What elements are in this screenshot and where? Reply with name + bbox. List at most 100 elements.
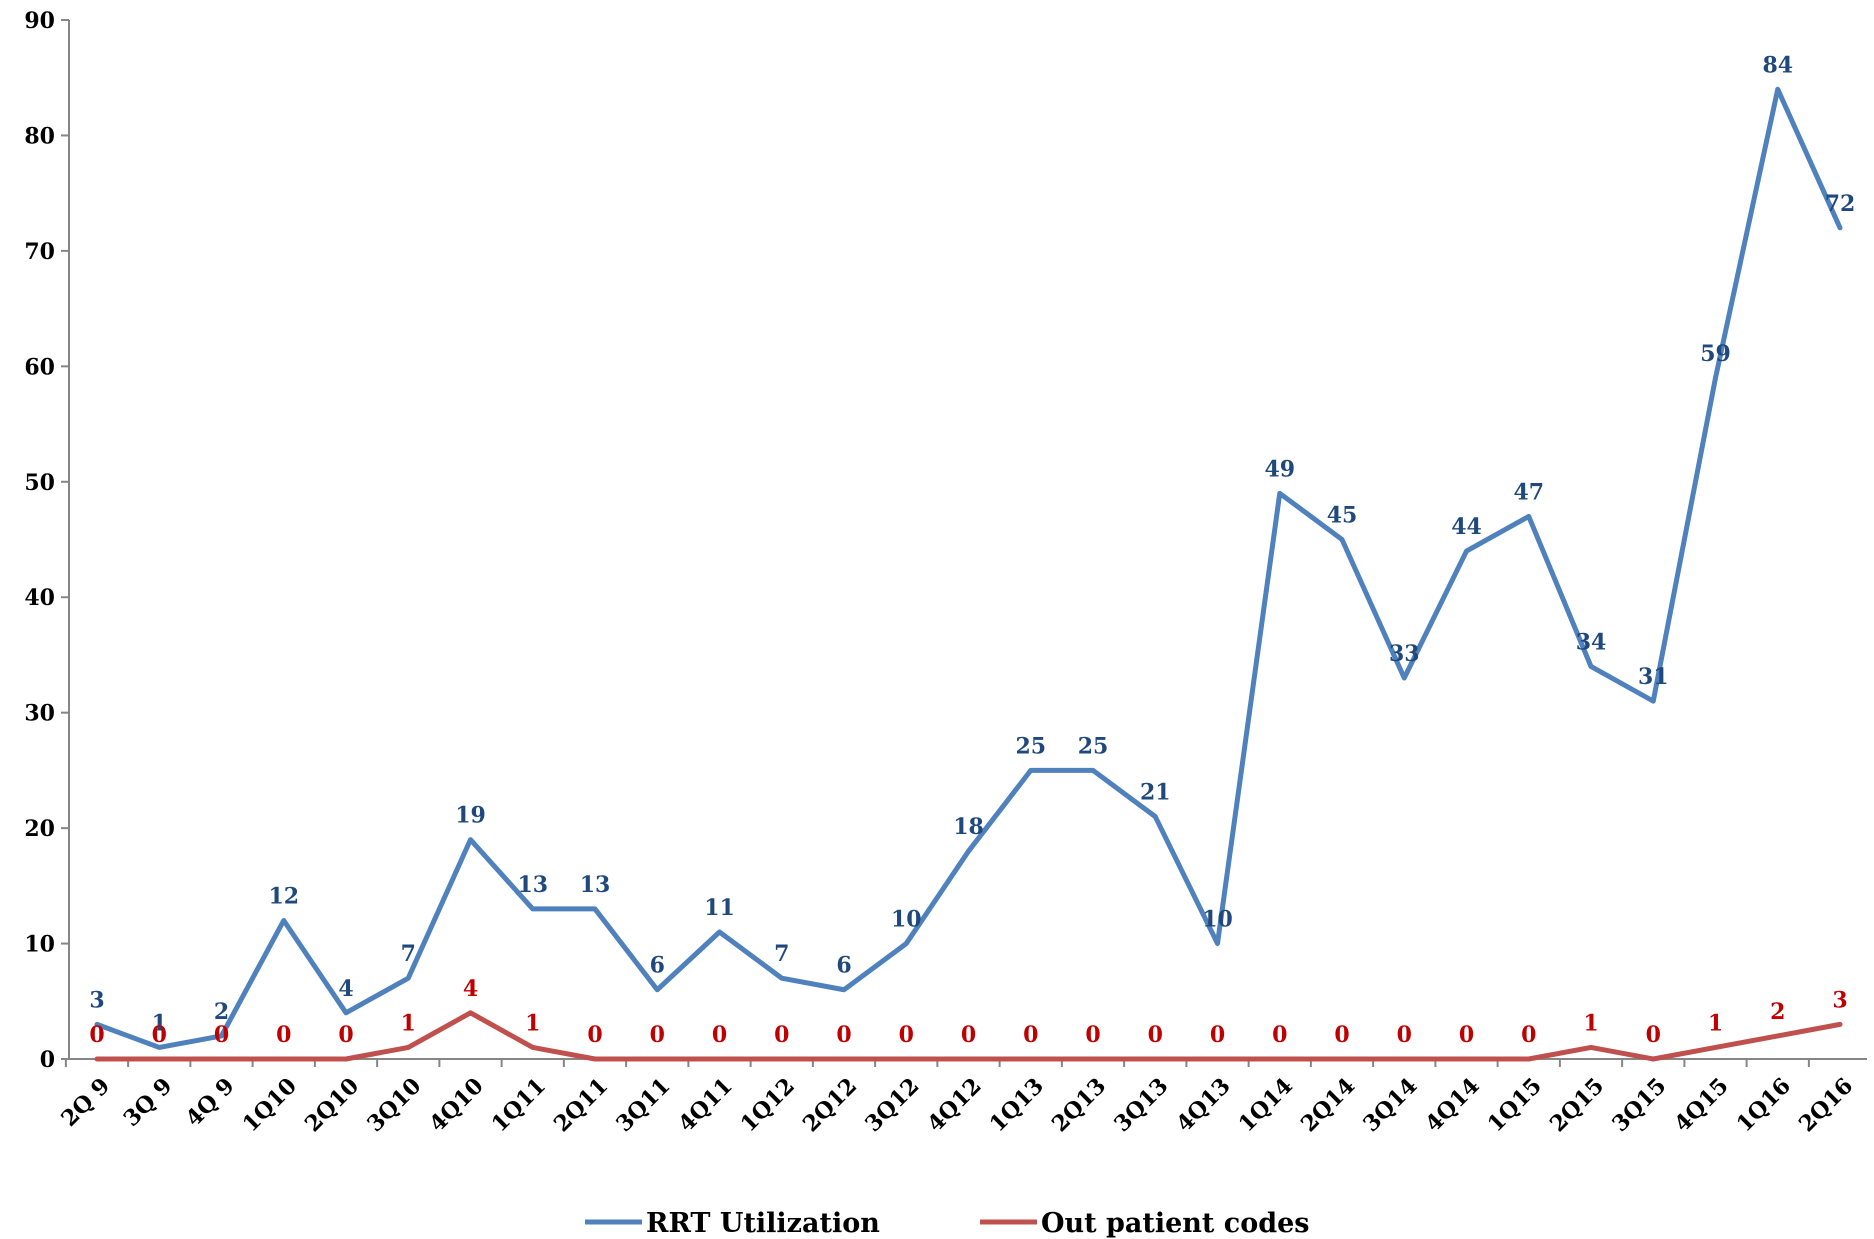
y-tick-label: 20 xyxy=(24,816,55,842)
data-label-out-patient-codes: 0 xyxy=(650,1022,665,1048)
data-label-rrt-utilization: 59 xyxy=(1700,341,1731,367)
data-label-out-patient-codes: 0 xyxy=(1646,1022,1661,1048)
x-tick-label: 1Q10 xyxy=(238,1073,302,1137)
x-tick-label: 2Q12 xyxy=(798,1073,862,1137)
data-point-rrt-utilization xyxy=(530,906,535,911)
data-label-out-patient-codes: 3 xyxy=(1832,987,1847,1013)
legend-item-outpatient: Out patient codes xyxy=(980,1208,1310,1239)
x-tick-label: 4Q 9 xyxy=(181,1073,240,1132)
x-tick-label: 1Q13 xyxy=(985,1073,1049,1137)
data-point-out-patient-codes xyxy=(1402,1057,1407,1061)
data-point-out-patient-codes xyxy=(344,1057,348,1061)
data-point-rrt-utilization xyxy=(717,930,722,935)
data-point-rrt-utilization xyxy=(966,849,971,854)
data-point-rrt-utilization xyxy=(1402,676,1407,681)
data-point-rrt-utilization xyxy=(1464,549,1469,554)
data-point-out-patient-codes xyxy=(655,1057,660,1061)
data-label-rrt-utilization: 7 xyxy=(401,941,416,967)
x-tick-label: 3Q10 xyxy=(362,1073,426,1137)
data-point-out-patient-codes xyxy=(1028,1057,1033,1061)
data-label-rrt-utilization: 21 xyxy=(1140,780,1171,806)
data-point-out-patient-codes xyxy=(842,1057,846,1061)
data-label-rrt-utilization: 1 xyxy=(152,1010,167,1036)
legend-label-outpatient: Out patient codes xyxy=(1041,1208,1310,1239)
data-point-rrt-utilization xyxy=(95,1022,99,1027)
x-tick-label: 2Q10 xyxy=(300,1073,364,1137)
data-point-rrt-utilization xyxy=(904,941,909,946)
data-label-out-patient-codes: 0 xyxy=(1272,1022,1287,1048)
x-tick-label: 3Q14 xyxy=(1358,1073,1422,1137)
data-point-out-patient-codes xyxy=(904,1057,909,1061)
data-label-rrt-utilization: 47 xyxy=(1513,479,1544,505)
data-point-rrt-utilization xyxy=(1340,537,1344,542)
data-label-rrt-utilization: 31 xyxy=(1638,664,1669,690)
data-label-out-patient-codes: 1 xyxy=(401,1010,416,1036)
data-point-rrt-utilization xyxy=(1215,941,1220,946)
data-point-out-patient-codes xyxy=(1651,1057,1656,1061)
data-point-out-patient-codes xyxy=(593,1057,597,1061)
data-label-out-patient-codes: 0 xyxy=(152,1022,167,1048)
data-point-out-patient-codes xyxy=(1713,1045,1718,1050)
data-point-rrt-utilization xyxy=(157,1045,162,1050)
data-label-rrt-utilization: 13 xyxy=(517,872,548,898)
data-label-out-patient-codes: 4 xyxy=(463,976,478,1002)
data-label-rrt-utilization: 19 xyxy=(455,803,486,829)
data-point-out-patient-codes xyxy=(1775,1033,1780,1038)
x-tick-label: 1Q14 xyxy=(1234,1073,1298,1137)
data-point-out-patient-codes xyxy=(1091,1057,1095,1061)
data-label-out-patient-codes: 0 xyxy=(587,1022,602,1048)
x-tick-label: 4Q11 xyxy=(673,1073,737,1137)
y-tick-label: 80 xyxy=(24,123,55,149)
data-point-out-patient-codes xyxy=(1215,1057,1220,1061)
legend: RRT Utilization Out patient codes xyxy=(585,1208,1310,1239)
y-tick-label: 40 xyxy=(24,585,55,611)
data-label-out-patient-codes: 0 xyxy=(276,1022,291,1048)
x-tick-label: 3Q 9 xyxy=(118,1073,177,1132)
data-label-out-patient-codes: 0 xyxy=(1023,1022,1038,1048)
data-point-out-patient-codes xyxy=(779,1057,784,1061)
y-tick-label: 50 xyxy=(24,470,55,496)
data-label-rrt-utilization: 18 xyxy=(953,814,984,840)
data-label-out-patient-codes: 0 xyxy=(1210,1022,1225,1048)
data-label-out-patient-codes: 0 xyxy=(1397,1022,1412,1048)
y-tick-label: 60 xyxy=(24,354,55,380)
x-tick-label: 1Q16 xyxy=(1732,1073,1796,1137)
data-point-out-patient-codes xyxy=(966,1057,971,1061)
data-point-rrt-utilization xyxy=(1838,225,1842,230)
data-label-rrt-utilization: 2 xyxy=(214,999,229,1025)
data-label-rrt-utilization: 7 xyxy=(774,941,789,967)
data-label-rrt-utilization: 34 xyxy=(1576,629,1607,655)
data-point-rrt-utilization xyxy=(779,976,784,981)
data-label-out-patient-codes: 0 xyxy=(1521,1022,1536,1048)
x-tick-label: 4Q10 xyxy=(424,1073,488,1137)
y-tick-label: 10 xyxy=(24,932,55,958)
x-tick-label: 3Q12 xyxy=(860,1073,924,1137)
data-label-rrt-utilization: 10 xyxy=(1202,907,1233,933)
data-label-out-patient-codes: 0 xyxy=(712,1022,727,1048)
data-label-rrt-utilization: 25 xyxy=(1078,733,1109,759)
data-point-out-patient-codes xyxy=(1153,1057,1158,1061)
y-tick-label: 70 xyxy=(24,239,55,265)
data-point-out-patient-codes xyxy=(1464,1057,1469,1061)
data-point-out-patient-codes xyxy=(1340,1057,1344,1061)
x-tick-label: 2Q14 xyxy=(1296,1073,1360,1137)
data-label-out-patient-codes: 0 xyxy=(89,1022,104,1048)
data-point-rrt-utilization xyxy=(1775,87,1780,92)
data-label-rrt-utilization: 49 xyxy=(1264,456,1295,482)
x-tick-label: 4Q15 xyxy=(1669,1073,1733,1137)
legend-label-rrt: RRT Utilization xyxy=(646,1208,880,1239)
data-point-rrt-utilization xyxy=(1651,699,1656,704)
x-tick-label: 2Q16 xyxy=(1794,1073,1858,1137)
data-label-out-patient-codes: 1 xyxy=(1583,1010,1598,1036)
x-tick-label: 1Q11 xyxy=(487,1073,551,1137)
data-label-out-patient-codes: 0 xyxy=(1148,1022,1163,1048)
data-label-out-patient-codes: 2 xyxy=(1770,999,1785,1025)
data-label-rrt-utilization: 6 xyxy=(650,953,665,979)
x-tick-label: 3Q11 xyxy=(611,1073,675,1137)
data-point-out-patient-codes xyxy=(219,1057,224,1061)
x-tick-label: 1Q12 xyxy=(736,1073,800,1137)
data-point-rrt-utilization xyxy=(1277,491,1282,496)
data-point-out-patient-codes xyxy=(717,1057,722,1061)
data-label-rrt-utilization: 13 xyxy=(580,872,611,898)
x-tick-label: 4Q13 xyxy=(1171,1073,1235,1137)
